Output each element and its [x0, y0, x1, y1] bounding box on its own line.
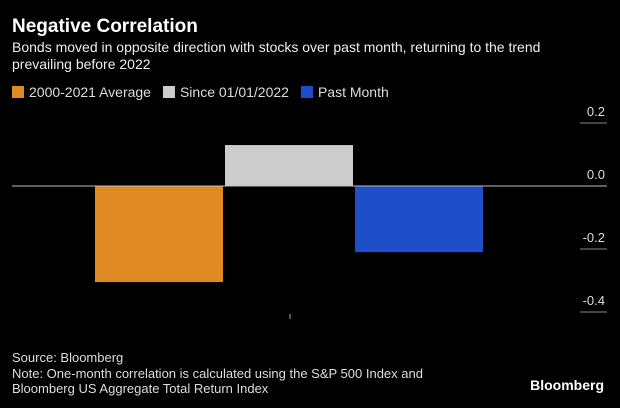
chart-title: Negative Correlation — [12, 16, 198, 37]
y-tick-label: 0.0 — [587, 167, 605, 182]
y-tick-label: 0.2 — [587, 104, 605, 119]
brand: Bloomberg — [530, 377, 604, 393]
y-tick-label: -0.2 — [583, 230, 605, 245]
legend-label: Since 01/01/2022 — [180, 84, 289, 100]
source: Source: Bloomberg — [12, 350, 123, 365]
note: Note: One-month correlation is calculate… — [12, 366, 423, 396]
bar — [225, 145, 353, 186]
y-tick-label: -0.4 — [583, 293, 605, 308]
legend-label: 2000-2021 Average — [29, 84, 151, 100]
subtitle-box: Bonds moved in opposite direction with s… — [12, 39, 541, 72]
legend-swatch — [300, 86, 313, 98]
note-box: Note: One-month correlation is calculate… — [12, 366, 423, 396]
legend-swatch — [12, 86, 24, 98]
bar — [355, 186, 483, 253]
bar — [95, 186, 223, 283]
chart-subtitle: Bonds moved in opposite direction with s… — [12, 39, 541, 72]
legend-label: Past Month — [318, 84, 389, 100]
legend-swatch — [162, 86, 175, 98]
